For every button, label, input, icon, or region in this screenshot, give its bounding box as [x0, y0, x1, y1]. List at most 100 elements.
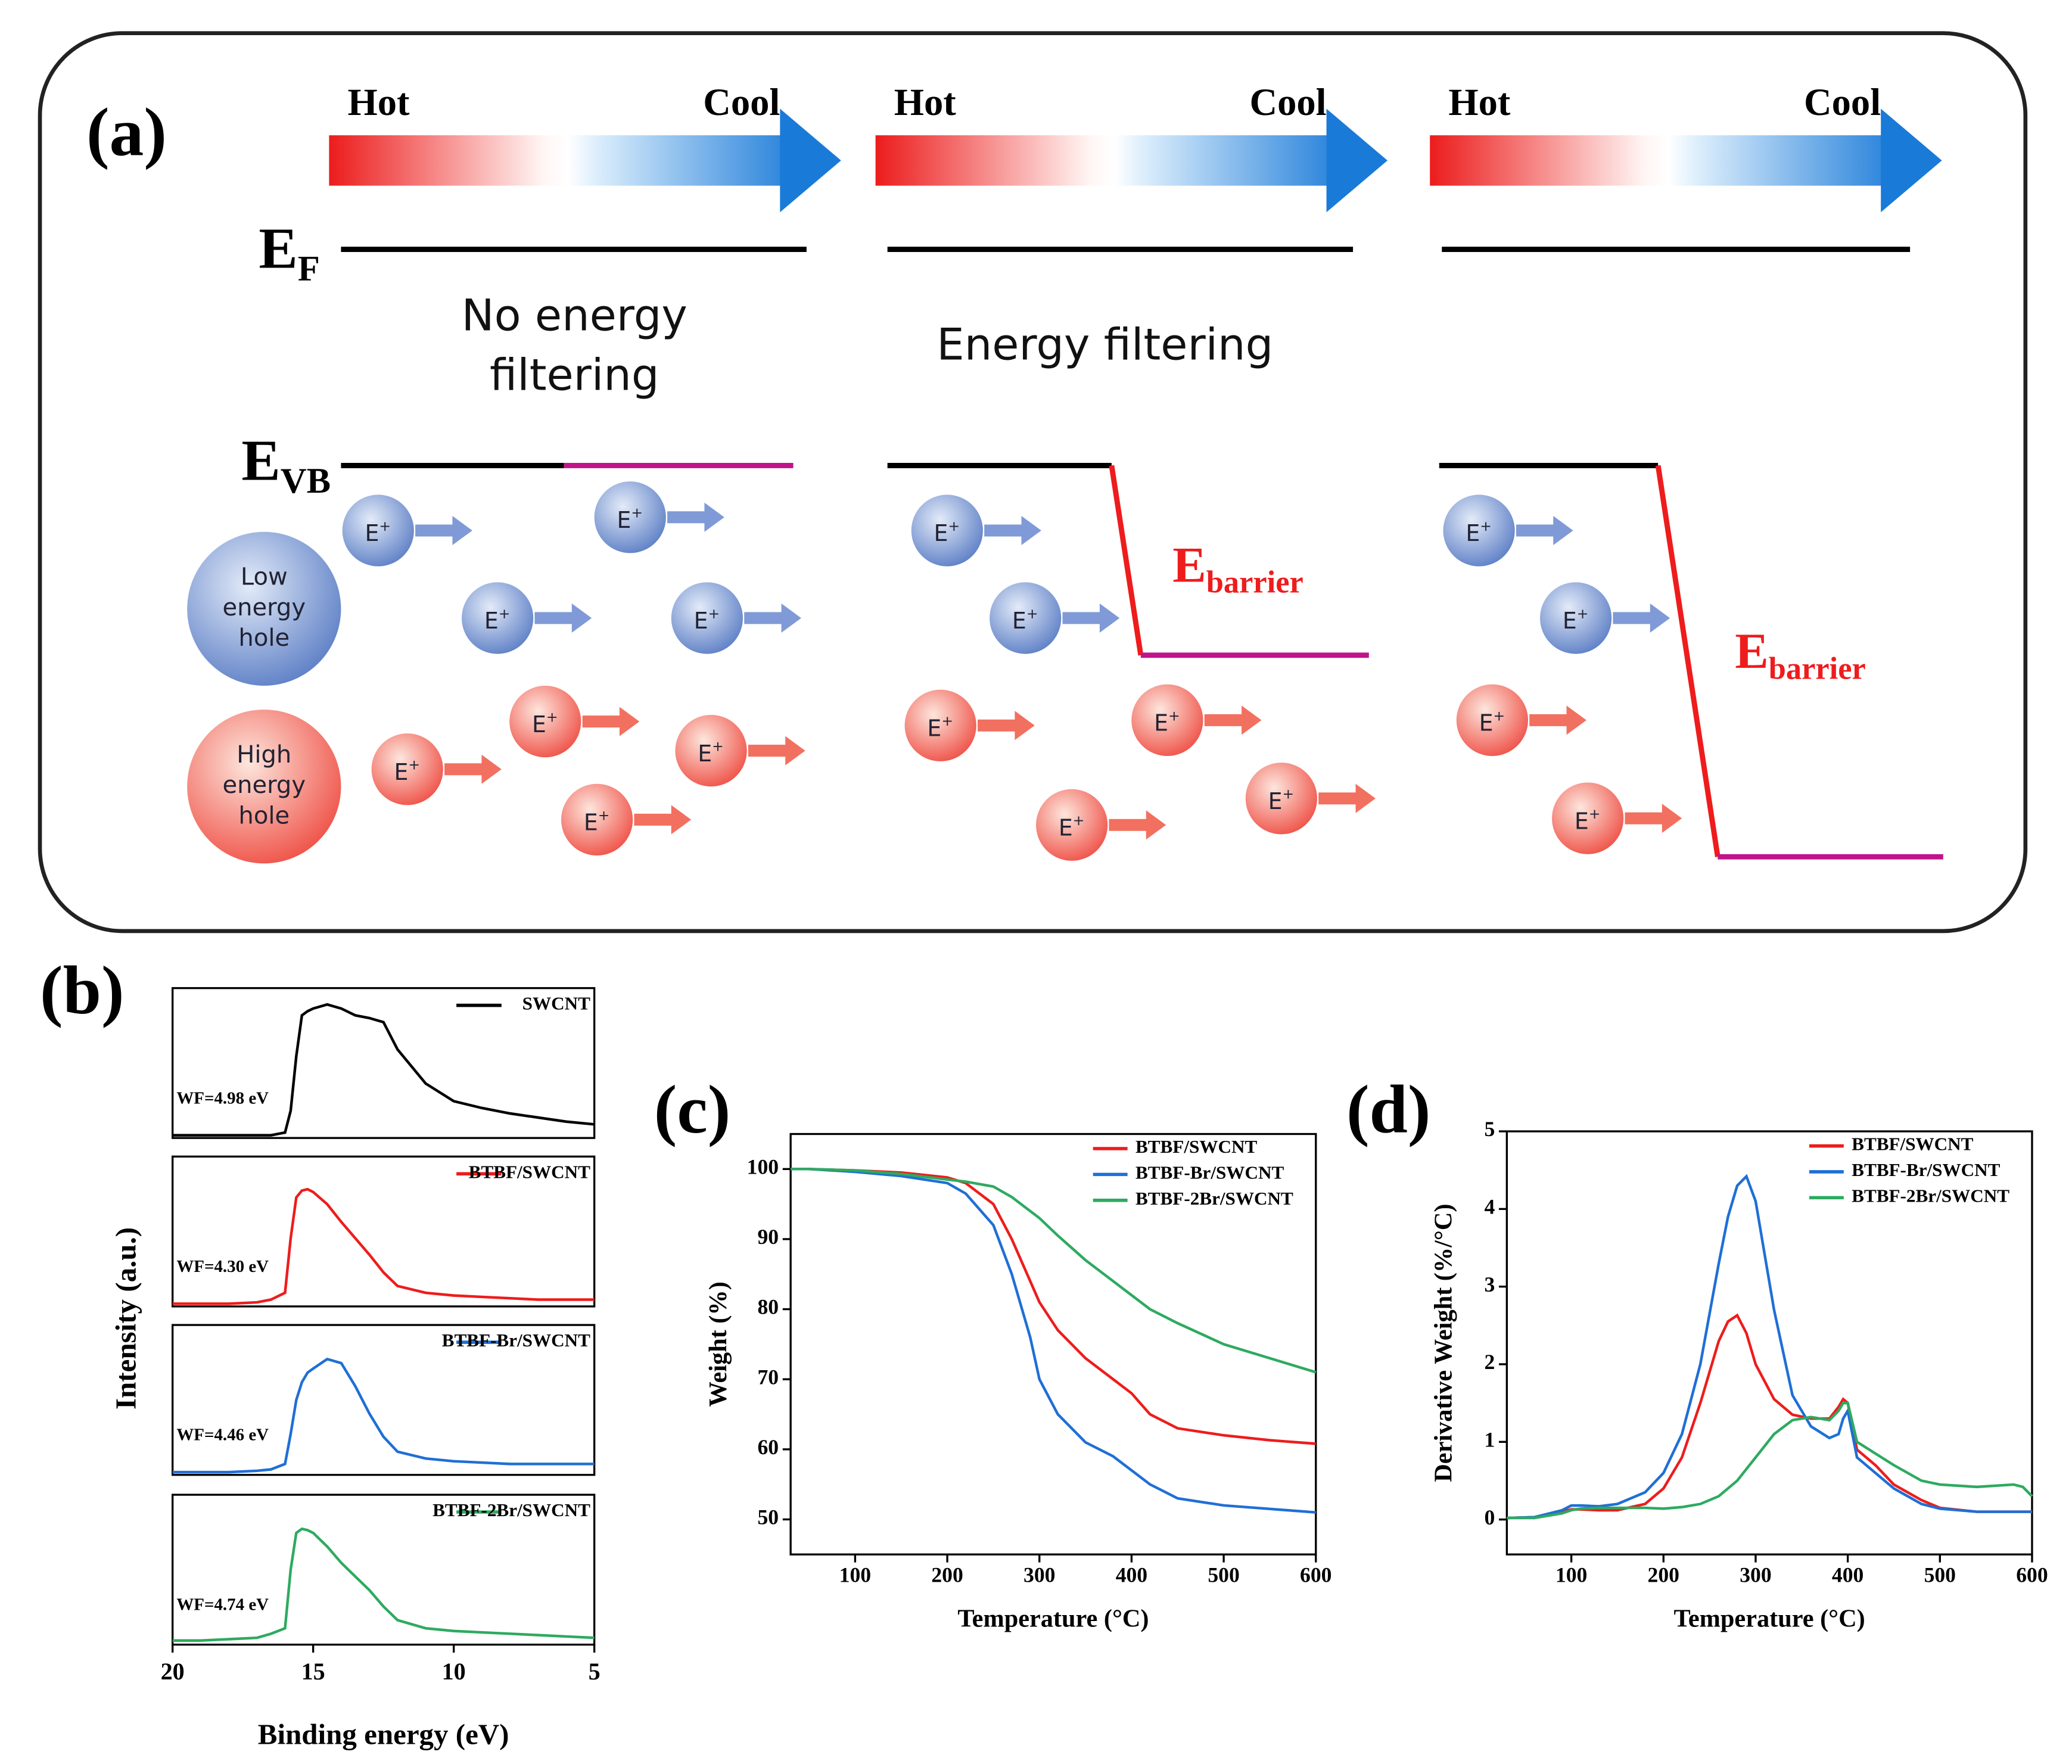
series-line: [172, 1357, 595, 1474]
particle-label-sup: +: [379, 517, 391, 534]
panel-label: (c): [654, 1072, 730, 1148]
series-line: [1507, 1174, 2032, 1520]
particle-label: E+: [698, 738, 724, 766]
hot-label: Hot: [894, 80, 956, 123]
y-tick-label: 80: [757, 1295, 779, 1319]
evb-label: EVB: [241, 429, 331, 501]
particle-label: E+: [934, 517, 960, 546]
particle-label-main: E: [934, 520, 948, 546]
particle-label-main: E: [394, 758, 408, 785]
particle-label-sup: +: [1480, 517, 1492, 534]
x-tick-label: 600: [1300, 1563, 1331, 1586]
legend-label: BTBF-2Br/SWCNT: [1852, 1186, 2009, 1206]
annotation: WF=4.30 eV: [176, 1257, 269, 1276]
x-tick-label: 400: [1116, 1563, 1147, 1586]
particle: [371, 733, 443, 805]
arrow-head: [780, 108, 841, 213]
hole-legend-text: High: [237, 741, 291, 769]
y-axis-label: Weight (%): [704, 1281, 732, 1407]
particle-label-main: E: [1012, 608, 1026, 634]
legend-label: BTBF/SWCNT: [1135, 1136, 1258, 1157]
particle-label-main: E: [1059, 814, 1073, 841]
x-axis-label: Temperature (°C): [957, 1604, 1149, 1632]
x-axis-label: Binding energy (eV): [258, 1718, 509, 1751]
particle-label: E+: [927, 713, 953, 741]
particle: [675, 714, 747, 787]
particle: [1456, 684, 1528, 756]
particle: [671, 582, 743, 654]
particle: [594, 481, 666, 553]
gradient-arrow: [875, 135, 1354, 186]
particle-arrow: [744, 612, 784, 624]
x-tick-label: 500: [1208, 1563, 1239, 1586]
particle-arrow-head: [1566, 705, 1586, 735]
x-tick-label: 100: [1555, 1563, 1587, 1586]
particle: [462, 582, 534, 654]
series-line: [791, 1168, 1316, 1514]
band-line: [1655, 465, 1721, 857]
particle-arrow-head: [1553, 516, 1573, 546]
particle-arrow-head: [1650, 603, 1670, 633]
panel-label: (b): [40, 953, 124, 1029]
particle-label-sup: +: [546, 708, 558, 725]
barrier-label-main: E: [1735, 624, 1768, 679]
particle: [990, 582, 1062, 654]
particle-arrow-head: [1021, 516, 1041, 546]
particle-label-main: E: [617, 506, 631, 533]
series-line: [172, 1187, 595, 1305]
hole-legend-text: hole: [238, 802, 290, 829]
caption: No energy: [462, 290, 687, 341]
particle-arrow: [984, 524, 1024, 537]
particle-label: E+: [532, 708, 558, 737]
arrow-head: [1881, 108, 1942, 213]
legend-label: BTBF/SWCNT: [469, 1161, 591, 1182]
particle: [904, 689, 976, 761]
particle-label-main: E: [365, 520, 379, 546]
y-axis-label: Intensity (a.u.): [109, 1227, 142, 1410]
y-axis-label: Derivative Weight (%/°C): [1430, 1204, 1458, 1482]
particle-label-sup: +: [408, 756, 420, 773]
particle: [911, 494, 983, 567]
evb-label-main: E: [241, 429, 280, 493]
hole-legend-circle: [187, 710, 341, 864]
particle: [1540, 582, 1612, 654]
particle-label-main: E: [1154, 710, 1168, 736]
x-tick-label: 300: [1023, 1563, 1055, 1586]
particle: [1443, 494, 1515, 567]
y-tick-label: 50: [757, 1505, 779, 1529]
particle-arrow: [415, 524, 455, 537]
particle-label-sup: +: [598, 807, 610, 823]
subplot-frame: [171, 1155, 596, 1308]
particle-label: E+: [584, 807, 610, 835]
cool-label: Cool: [1804, 80, 1881, 123]
legend-label: BTBF-2Br/SWCNT: [433, 1499, 590, 1520]
particle-label-sup: +: [948, 517, 960, 534]
particle-label: E+: [694, 605, 720, 633]
ef-label-main: E: [259, 217, 297, 281]
particle-arrow-head: [1146, 810, 1166, 840]
particle-label: E+: [1059, 812, 1085, 841]
hot-label: Hot: [1448, 80, 1510, 123]
particle: [509, 686, 581, 758]
particle-label-sup: +: [1493, 707, 1505, 724]
particle-label-main: E: [1268, 788, 1283, 814]
particle: [561, 783, 633, 855]
plot-frame: [789, 1133, 1317, 1555]
series-line: [791, 1168, 1316, 1445]
band-line: [1109, 465, 1144, 656]
x-tick-label: 100: [839, 1563, 871, 1586]
x-tick-label: 10: [442, 1658, 466, 1685]
hole-legend-circle: [187, 531, 341, 686]
y-tick-label: 5: [1484, 1117, 1495, 1141]
x-tick-label: 20: [161, 1658, 185, 1685]
particle-label-sup: +: [1283, 785, 1295, 802]
particle-label-sup: +: [499, 605, 511, 621]
subplot-frame: [171, 987, 596, 1139]
hole-legend-text: hole: [238, 624, 290, 652]
arrow-head: [1326, 108, 1387, 213]
particle-label-main: E: [484, 608, 499, 634]
particle-label: E+: [1563, 605, 1589, 633]
particle-arrow-head: [785, 736, 805, 766]
y-tick-label: 1: [1484, 1427, 1495, 1451]
particle-label-sup: +: [1577, 605, 1589, 621]
